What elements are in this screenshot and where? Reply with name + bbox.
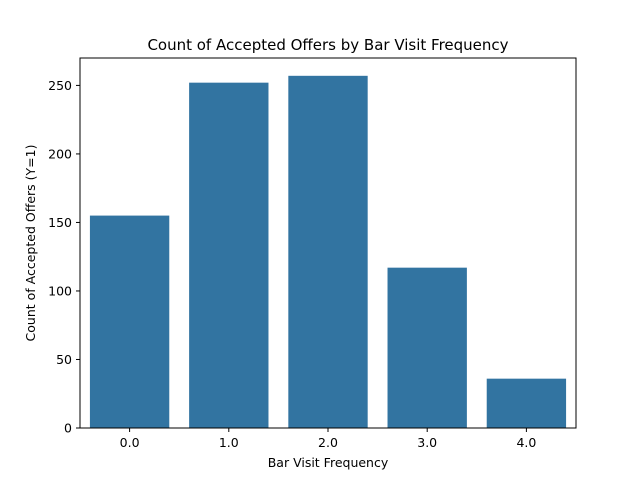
y-tick-label: 50: [56, 352, 72, 367]
bar-3.0: [387, 267, 467, 428]
y-axis: 0 50 100 150 200 250: [48, 78, 80, 436]
y-tick-label: 200: [48, 146, 72, 161]
y-tick-label: 250: [48, 78, 72, 93]
x-tick-label: 1.0: [219, 435, 239, 450]
x-axis: 0.0 1.0 2.0 3.0 4.0: [120, 428, 536, 450]
y-tick-label: 100: [48, 283, 72, 298]
x-axis-label: Bar Visit Frequency: [268, 455, 389, 470]
y-tick-label: 150: [48, 215, 72, 230]
x-tick-label: 4.0: [516, 435, 536, 450]
x-tick-label: 3.0: [417, 435, 437, 450]
x-tick-label: 2.0: [318, 435, 338, 450]
bar-4.0: [486, 378, 567, 428]
chart-title: Count of Accepted Offers by Bar Visit Fr…: [147, 36, 508, 54]
bars-group: [89, 75, 567, 429]
y-tick-label: 0: [64, 421, 72, 436]
bar-1.0: [189, 82, 269, 429]
bar-2.0: [288, 75, 368, 428]
x-tick-label: 0.0: [120, 435, 140, 450]
plot-frame: [79, 57, 577, 429]
y-axis-label: Count of Accepted Offers (Y=1): [23, 145, 38, 342]
bar-0.0: [89, 215, 170, 428]
